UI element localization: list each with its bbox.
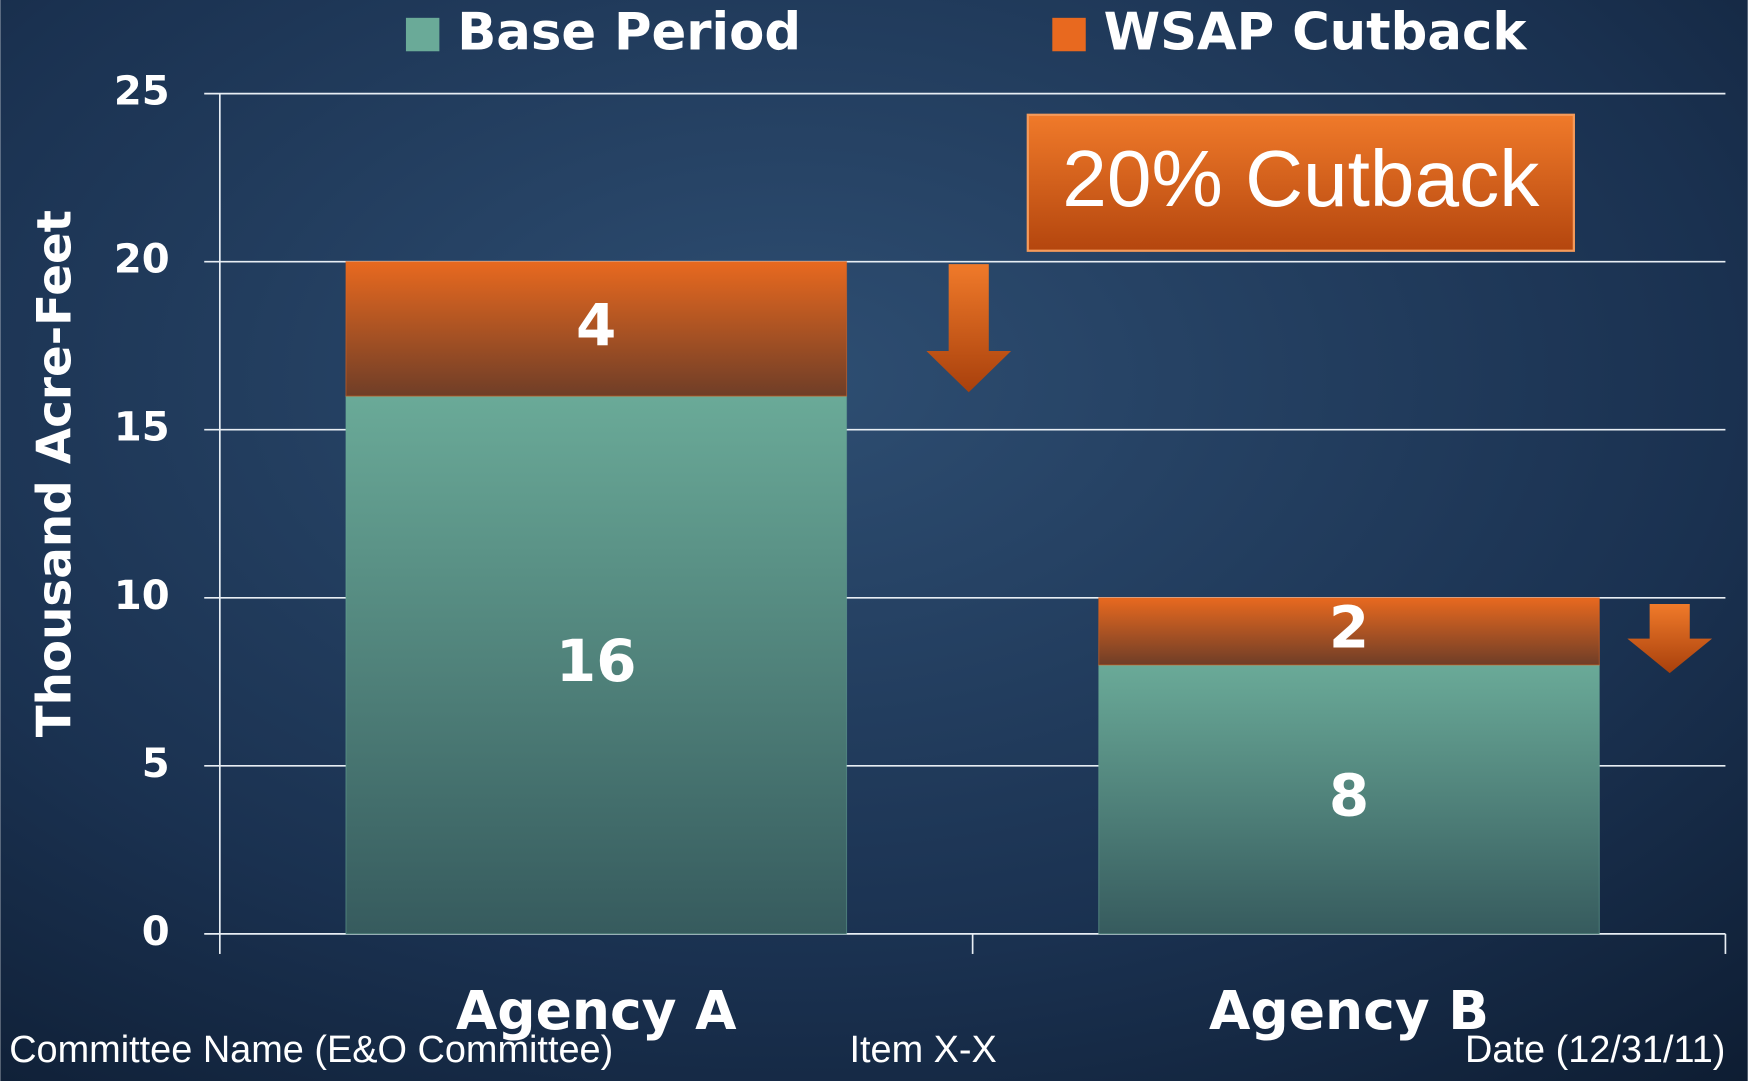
legend-swatch xyxy=(405,17,440,52)
data-label: 8 xyxy=(1329,762,1369,830)
data-label: 4 xyxy=(576,291,616,359)
legend-label: WSAP Cutback xyxy=(1104,3,1529,63)
data-label: 2 xyxy=(1329,594,1369,662)
y-tick-label: 20 xyxy=(114,237,170,283)
legend-label: Base Period xyxy=(457,3,801,63)
footer-center: Item X-X xyxy=(849,1029,996,1071)
arrow xyxy=(926,264,1012,393)
x-tick-label: Agency B xyxy=(1209,979,1489,1042)
legend-swatch xyxy=(1052,17,1086,52)
plot xyxy=(345,261,1600,935)
bar xyxy=(345,395,848,935)
bar xyxy=(1098,597,1600,666)
y-axis-label: Thousand Acre-Feet xyxy=(29,210,83,737)
y-tick-label: 5 xyxy=(142,741,170,787)
data-label: 16 xyxy=(556,627,637,695)
y-tick-label: 0 xyxy=(142,909,170,955)
x-tick-label: Agency A xyxy=(456,979,737,1042)
y-tick-label: 10 xyxy=(114,573,170,619)
bar xyxy=(1098,664,1600,935)
y-tick-label: 25 xyxy=(114,69,170,115)
annotation: 20% Cutback xyxy=(1062,134,1540,224)
footer-left: Committee Name (E&O Committee) xyxy=(9,1029,613,1071)
y-tick-label: 15 xyxy=(114,405,170,451)
footer-right: Date (12/31/11) xyxy=(1465,1029,1725,1071)
annotation-box xyxy=(1026,113,1575,252)
bar xyxy=(345,261,848,397)
